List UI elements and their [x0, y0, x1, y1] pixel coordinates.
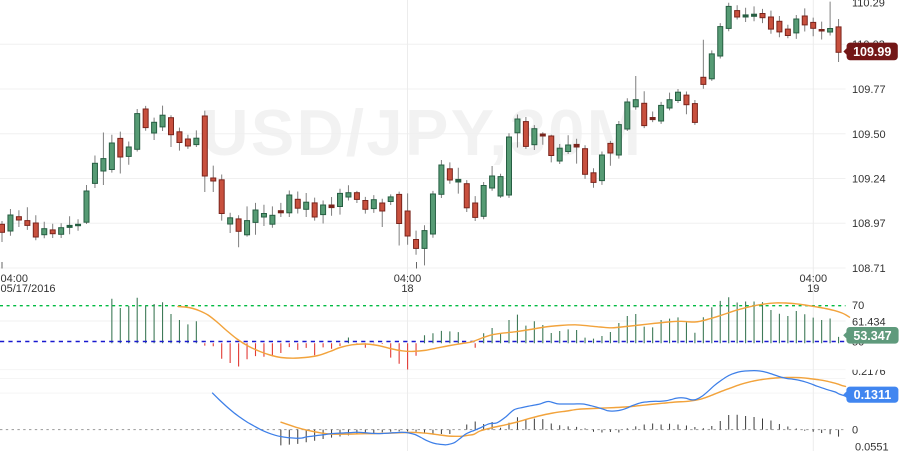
svg-text:61.434: 61.434: [852, 317, 886, 329]
svg-text:108.97: 108.97: [852, 218, 886, 230]
svg-text:110.29: 110.29: [852, 0, 885, 10]
svg-text:04:00: 04:00: [800, 273, 828, 285]
svg-text:05/17/2016: 05/17/2016: [1, 283, 56, 295]
svg-text:109.77: 109.77: [852, 84, 886, 96]
svg-text:70: 70: [852, 300, 864, 312]
svg-text:0: 0: [852, 425, 858, 437]
svg-text:18: 18: [401, 283, 413, 295]
svg-text:109.24: 109.24: [852, 174, 886, 186]
svg-text:04:00: 04:00: [1, 273, 29, 285]
svg-text:USD/JPY,30M: USD/JPY,30M: [202, 96, 644, 169]
svg-text:19: 19: [807, 283, 819, 295]
svg-text:53.347: 53.347: [853, 329, 891, 343]
svg-text:108.71: 108.71: [852, 263, 886, 275]
svg-text:109.99: 109.99: [853, 45, 891, 59]
svg-text:0.0551: 0.0551: [855, 441, 889, 451]
svg-text:109.50: 109.50: [852, 129, 886, 141]
svg-text:0.1311: 0.1311: [854, 388, 892, 402]
svg-text:04:00: 04:00: [394, 273, 422, 285]
